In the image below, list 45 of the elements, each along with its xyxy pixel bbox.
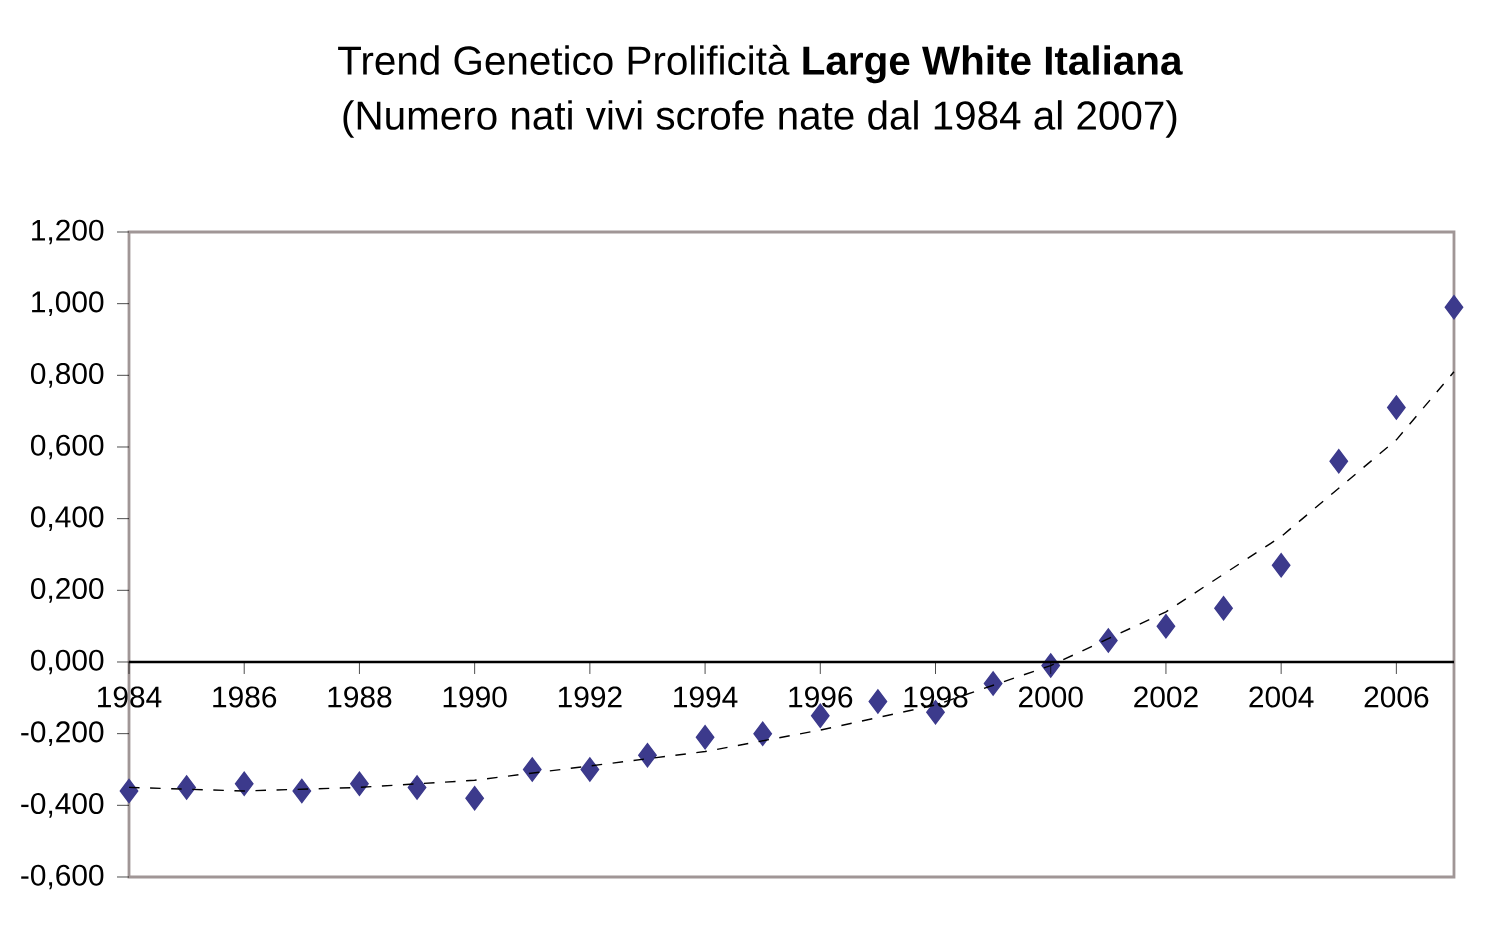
x-tick-label: 1986	[213, 686, 277, 708]
point	[292, 778, 312, 804]
y-tick-label: -0,400	[21, 793, 104, 818]
point	[1444, 294, 1464, 320]
point	[522, 757, 542, 782]
point	[638, 742, 657, 768]
x-tick-label: 2000	[1018, 686, 1083, 708]
y-tick-label: 0,200	[30, 578, 104, 603]
x-tick-label: 1990	[443, 686, 507, 708]
y-tick-label: -0,200	[21, 721, 104, 746]
point	[465, 785, 485, 811]
point	[580, 757, 600, 782]
point	[1271, 552, 1291, 578]
x-tick-label: 1984	[98, 686, 162, 708]
x-tick-label: 1996	[789, 686, 853, 708]
y-tick-label: 1,200	[32, 219, 104, 245]
point	[119, 778, 139, 804]
point	[753, 721, 773, 746]
point	[1329, 449, 1349, 474]
point	[1214, 595, 1233, 621]
point	[407, 775, 427, 800]
x-tick-label: 1992	[558, 686, 622, 708]
x-tick-label: 1988	[328, 686, 392, 708]
point	[1386, 395, 1406, 420]
point	[350, 771, 369, 797]
point	[234, 771, 254, 797]
point	[695, 724, 715, 750]
x-tick-label: 1994	[674, 686, 738, 708]
y-tick-label: -0,600	[21, 864, 104, 890]
point	[983, 671, 1003, 696]
x-tick-label: 2006	[1364, 686, 1429, 708]
x-tick-label: 1998	[904, 686, 968, 708]
chart-title: Trend Genetico Prolificità Large White Italiana	[338, 44, 1183, 84]
y-tick-label: 0,000	[30, 649, 104, 675]
y-tick-label: 0,800	[30, 363, 104, 388]
point	[1156, 613, 1176, 639]
x-tick-label: 2002	[1134, 686, 1198, 708]
point	[1098, 628, 1118, 653]
x-tick-label: 2004	[1249, 686, 1314, 708]
y-tick-label: 0,400	[30, 506, 104, 531]
point	[177, 775, 197, 800]
y-tick-label: 0,600	[30, 434, 104, 460]
chart-subtitle: (Numero nati vivi scrofe nate dal 1984 al 2007)	[343, 100, 1177, 138]
point	[868, 689, 888, 714]
y-tick-label: 1,000	[32, 291, 104, 316]
